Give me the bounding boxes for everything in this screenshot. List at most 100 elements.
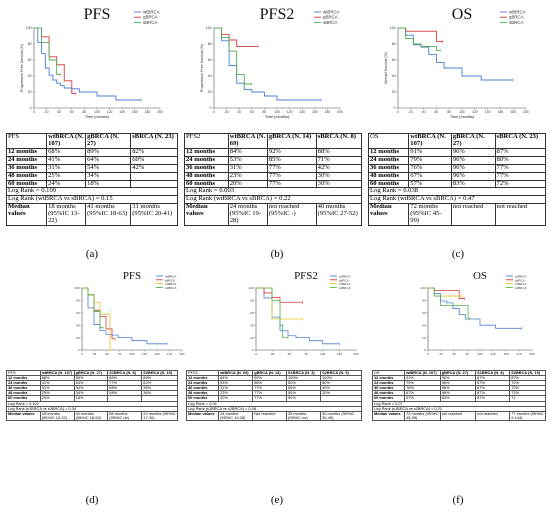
- y-tick-label: 0: [252, 348, 254, 352]
- table-cell: 36 months: [185, 385, 220, 392]
- table-row: 24 months 53% 85% 71%: [184, 155, 363, 165]
- x-tick-label: 200: [337, 110, 343, 114]
- chart-title: PFS2: [294, 270, 318, 282]
- x-tick-label: 20: [225, 110, 229, 114]
- km-curve-gBRCA: [428, 287, 465, 299]
- table-cell: [130, 171, 178, 181]
- table-header-row: PFS2 wtBRCA (N. 69) gBRCA (N. 14) sBRCA (N.…: [184, 133, 363, 149]
- table-cell: S1BRCA (N. 3): [286, 369, 322, 377]
- table-cell: 87%: [494, 147, 547, 157]
- legend-label: s2BRCA: [165, 286, 177, 290]
- log-rank-note: Log Rank (wtBRCA vs sBRCA) = 0.22: [184, 195, 362, 205]
- y-tick-label: 20: [208, 90, 212, 94]
- legend-label: gBRCA: [143, 15, 158, 20]
- table-cell: 18 months (95%IC 13-22): [39, 410, 75, 421]
- chart-title: PFS2: [259, 6, 295, 23]
- panel-label: (c): [451, 248, 465, 260]
- y-tick-label: 100: [26, 26, 32, 30]
- legend-label: gBRCA: [509, 15, 524, 20]
- x-tick-label: 100: [477, 352, 482, 356]
- table-cell: OS: [367, 133, 410, 149]
- x-tick-label: 40: [422, 110, 426, 114]
- table-cell: 60 months: [5, 179, 48, 189]
- y-tick-label: 80: [392, 42, 396, 46]
- table-cell: 79%: [408, 155, 452, 165]
- table-row: 12 months 84% 92% 88%: [184, 147, 363, 157]
- table-cell: 53%: [227, 155, 268, 165]
- table-cell: 31%: [46, 163, 87, 173]
- legend-label: s2BRCA: [515, 286, 527, 290]
- y-tick-label: 100: [390, 26, 396, 30]
- km-chart-c: 0 20 40 60 80 100 120 140 160 180 200020406080100T…: [384, 10, 529, 120]
- km-chart-b: 0 20 40 60 80 100 120 140 160 180 200020406080100T…: [200, 10, 343, 120]
- table-cell: 18%: [85, 179, 132, 189]
- table-row: 36 months 31% 77% 42%: [184, 163, 363, 173]
- table-cell: Median values: [184, 203, 229, 227]
- y-tick-label: 0: [424, 348, 426, 352]
- table-row: 60 months 57% 83% 87% 72: [371, 395, 546, 402]
- table-cell: 36 months: [184, 163, 229, 173]
- table-cell: [130, 179, 178, 189]
- table-cell: 96%: [450, 147, 496, 157]
- table-cell: sBRCA (N. 23): [494, 133, 547, 149]
- table-row: 24 months 41% 64% 60%: [5, 155, 178, 165]
- y-axis-label: Progression Free Survival (%): [200, 44, 204, 92]
- x-tick-label: 125: [490, 352, 495, 356]
- table-row: 48 months 23% 77% 30%: [184, 171, 363, 181]
- table-median-row: Median values 24 months (95%IC 19-28) not …: [184, 203, 363, 227]
- table-row: 60 months 20% 77% 30%: [184, 179, 363, 189]
- y-tick-label: 80: [208, 42, 212, 46]
- table-cell: wtBRCA (N. 107): [46, 133, 87, 149]
- table-cell: 24 months (95%IC 19-28): [218, 410, 254, 421]
- table-cell: Median values: [185, 410, 220, 421]
- panel-label: (b): [270, 248, 284, 260]
- x-tick-label: 100: [129, 352, 134, 356]
- x-tick-label: 200: [523, 110, 529, 114]
- table-cell: 77%: [266, 179, 317, 189]
- legend-label: s1BRCA: [339, 282, 351, 286]
- legend-label: wtBRCA: [509, 10, 526, 15]
- legend-label: wtBRCA: [165, 275, 176, 279]
- legend-label: wtBRCA: [515, 275, 526, 279]
- x-tick-label: 150: [154, 352, 159, 356]
- km-curve-gBRCA: [214, 27, 259, 47]
- table-cell: 48 months: [367, 171, 410, 181]
- table-row: 12 months 68% 89% 82%: [5, 147, 178, 157]
- log-rank-note: Log Rank = 0.038: [368, 187, 546, 197]
- table-cell: 41 months (95%IC 18-63): [73, 410, 109, 421]
- table-cell: 48 months: [184, 171, 229, 181]
- table-cell: 31%: [227, 163, 268, 173]
- y-axis-label: Progression Free Survival (%): [20, 44, 24, 92]
- km-chart-a: 0 20 40 60 80 100 120 140 160 180 200020406080100T…: [20, 10, 163, 120]
- y-tick-label: 60: [250, 311, 254, 315]
- x-tick-label: 160: [498, 110, 504, 114]
- x-axis-label: Time (months): [85, 115, 110, 119]
- table-cell: 85%: [266, 155, 317, 165]
- y-tick-label: 60: [422, 311, 426, 315]
- legend-label: wtBRCA: [323, 10, 340, 15]
- y-tick-label: 0: [30, 106, 32, 110]
- table-cell: 77 months (95%IC 9-144): [509, 410, 546, 421]
- table-cell: 24 months (95%IC 19-28): [227, 203, 268, 227]
- x-tick-label: 75: [118, 352, 122, 356]
- y-tick-label: 40: [208, 74, 212, 78]
- table-cell: 76%: [408, 163, 452, 173]
- legend-label: wtBRCA: [143, 10, 160, 15]
- table-median-row: Median values 18 months (95%IC 13-22) 41 m…: [6, 410, 178, 421]
- km-curve-s1BRCA: [82, 287, 112, 351]
- table-cell: 42%: [315, 163, 363, 173]
- km-curve-wtBRCA: [398, 27, 514, 81]
- x-tick-label: 160: [132, 110, 138, 114]
- stats-table-a: PFS wtBRCA (N. 107) gBRCA (N. 27) sBRCA (N.…: [5, 133, 178, 227]
- y-tick-label: 100: [206, 26, 212, 30]
- table-cell: 40 months (95%IC 27-52): [315, 203, 363, 227]
- y-tick-label: 80: [76, 299, 80, 303]
- table-cell: S1BRCA (N. 8): [475, 369, 511, 377]
- table-cell: wtBRCA (N. 107): [404, 369, 441, 377]
- table-cell: not reached: [450, 203, 496, 227]
- legend-label: gBRCA: [165, 278, 175, 282]
- x-tick-label: 140: [485, 110, 491, 114]
- table-cell: 77%: [494, 171, 547, 181]
- legend-label: sBRCA: [143, 20, 157, 25]
- table-header-row: OS wtBRCA (N. 107) gBRCA (N. 27) sBRCA (N. …: [367, 133, 547, 149]
